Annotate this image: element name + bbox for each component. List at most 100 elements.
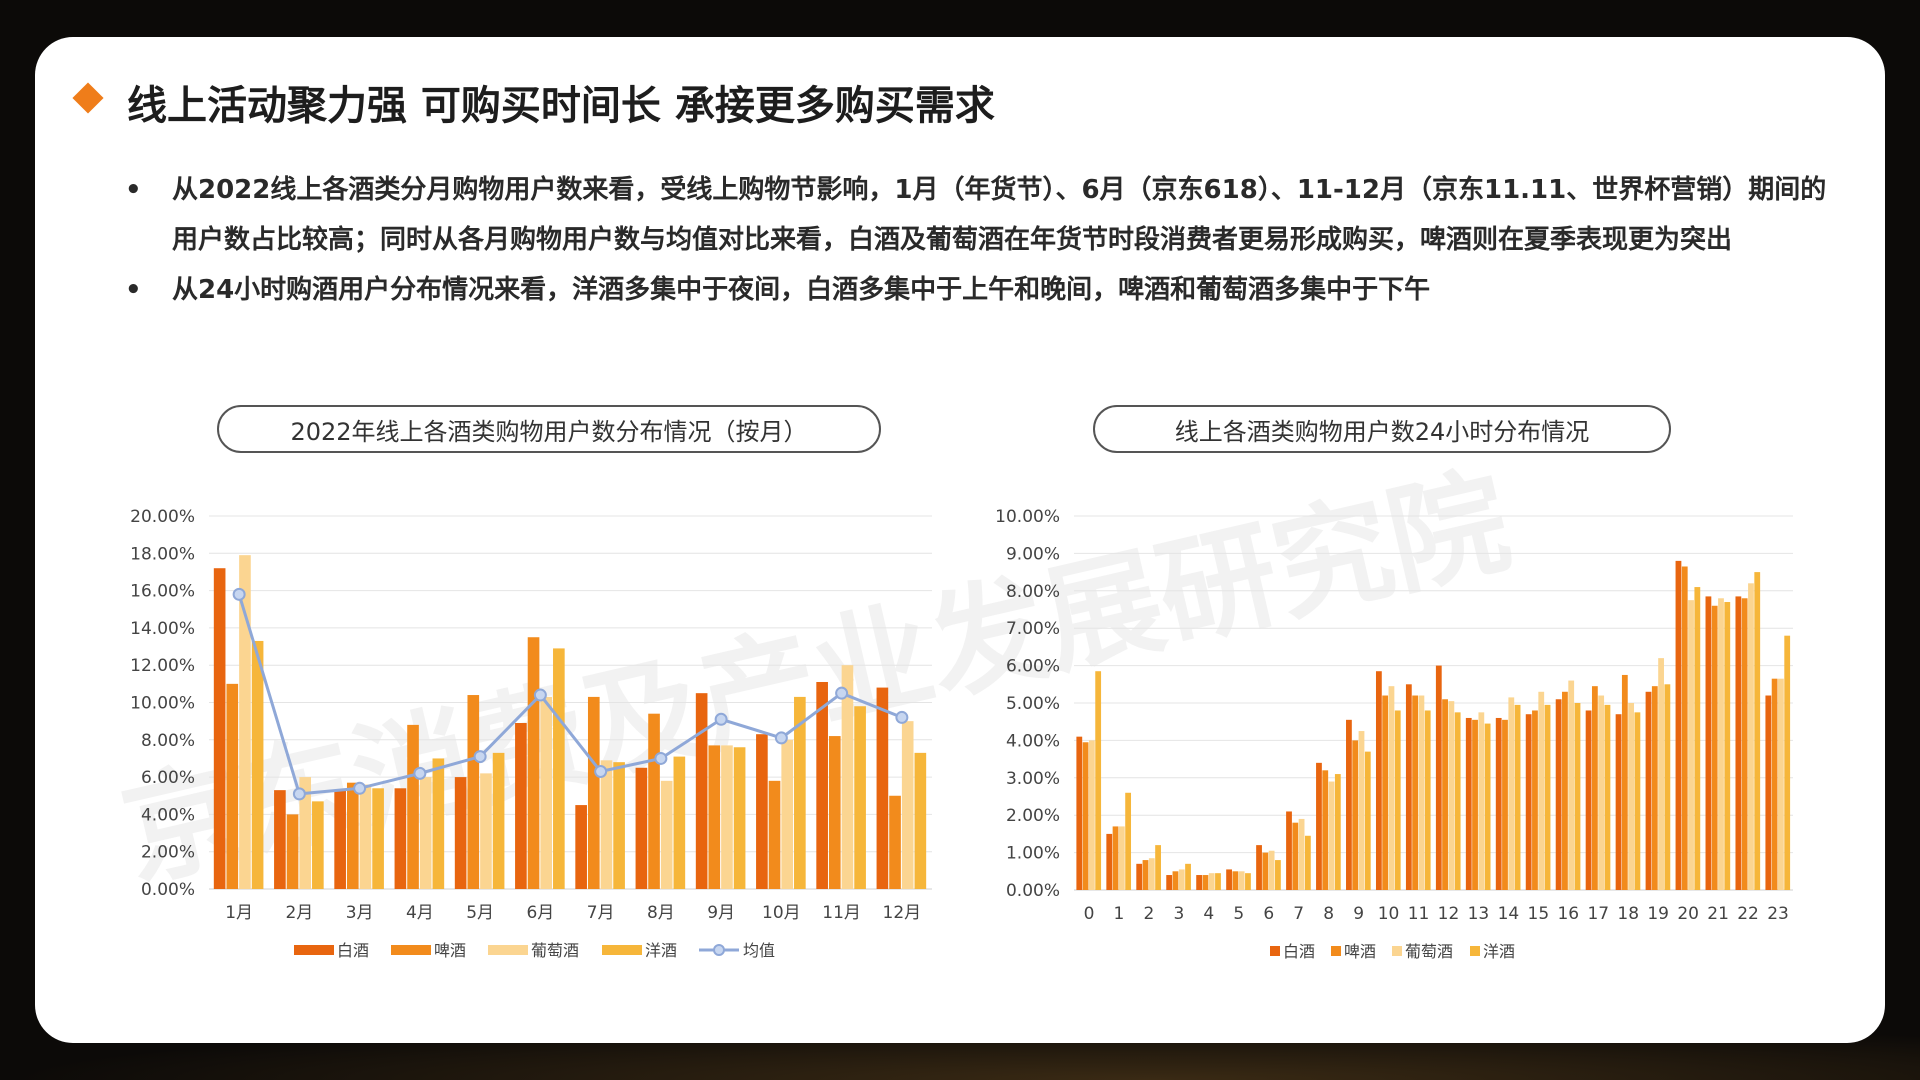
bar-白酒 <box>1615 714 1622 890</box>
bar-白酒 <box>1076 736 1083 890</box>
bar-啤酒 <box>1741 598 1748 890</box>
average-point <box>473 750 487 764</box>
y-tick-label: 1.00% <box>1006 844 1060 864</box>
bar-白酒 <box>1435 665 1442 890</box>
y-tick-label: 2.00% <box>141 843 195 863</box>
bar-葡萄酒 <box>540 696 553 889</box>
bar-白酒 <box>1675 560 1682 890</box>
bullet-dot-icon: • <box>125 175 142 205</box>
bar-葡萄酒 <box>600 760 613 889</box>
bar-啤酒 <box>1082 742 1089 890</box>
x-tick-label: 8 <box>1323 904 1334 924</box>
charts-canvas: 京东消费及产业发展研究院 0.00%2.00%4.00%6.00%8.00%10… <box>110 451 1793 961</box>
x-tick-label: 1月 <box>225 903 253 923</box>
y-tick-label: 0.00% <box>141 880 195 900</box>
bar-啤酒 <box>1651 686 1658 890</box>
bar-洋酒 <box>613 762 625 889</box>
chart-1 <box>1074 515 1793 956</box>
x-tick-label: 20 <box>1677 904 1699 924</box>
average-point <box>835 686 849 700</box>
legend-label: 白酒 <box>337 941 369 960</box>
bar-白酒 <box>756 734 768 889</box>
bar-洋酒 <box>1454 712 1461 890</box>
bar-葡萄酒 <box>1178 869 1185 890</box>
bar-葡萄酒 <box>1718 598 1724 890</box>
bar-葡萄酒 <box>1778 678 1784 890</box>
bar-白酒 <box>876 687 889 889</box>
y-tick-label: 4.00% <box>1006 731 1060 751</box>
x-tick-label: 21 <box>1707 904 1729 924</box>
x-tick-label: 3月 <box>346 903 374 923</box>
x-tick-label: 12 <box>1438 904 1460 924</box>
y-tick-label: 10.00% <box>995 507 1060 527</box>
bullet-list: • 从2022线上各酒类分月购物用户数来看，受线上购物节影响，1月（年货节）、6… <box>125 165 1845 315</box>
bar-啤酒 <box>1472 719 1478 890</box>
bar-葡萄酒 <box>1658 658 1664 890</box>
bar-洋酒 <box>854 706 866 889</box>
bar-葡萄酒 <box>1598 695 1605 890</box>
y-tick-label: 6.00% <box>1006 657 1060 677</box>
x-tick-label: 10月 <box>762 903 801 923</box>
legend-swatch <box>294 945 334 955</box>
bar-洋酒 <box>1334 774 1341 890</box>
bar-白酒 <box>1465 717 1472 890</box>
bar-葡萄酒 <box>721 745 733 889</box>
x-tick-label: 17 <box>1587 904 1609 924</box>
x-tick-label: 10 <box>1378 904 1400 924</box>
bar-啤酒 <box>1771 678 1778 890</box>
bar-啤酒 <box>286 814 299 889</box>
bar-白酒 <box>1525 714 1532 890</box>
bullet-text: 从2022线上各酒类分月购物用户数来看，受线上购物节影响，1月（年货节）、6月（… <box>172 175 1827 255</box>
bar-啤酒 <box>467 695 480 889</box>
legend-swatch <box>391 945 431 955</box>
chart-title-monthly: 2022年线上各酒类购物用户数分布情况（按月） <box>217 405 881 453</box>
x-tick-label: 7月 <box>587 903 615 923</box>
bar-洋酒 <box>1694 587 1701 890</box>
legend-label: 白酒 <box>1283 942 1315 961</box>
bar-洋酒 <box>1364 751 1371 890</box>
bar-洋酒 <box>372 788 384 889</box>
bar-啤酒 <box>1681 566 1688 890</box>
bar-洋酒 <box>1574 703 1581 890</box>
bar-葡萄酒 <box>480 773 492 889</box>
bar-啤酒 <box>1562 691 1568 890</box>
bar-葡萄酒 <box>781 739 794 889</box>
bullet-item: • 从24小时购酒用户分布情况来看，洋酒多集中于夜间，白酒多集中于上午和晚间，啤… <box>125 265 1845 315</box>
bar-洋酒 <box>1724 602 1731 890</box>
bar-葡萄酒 <box>1118 826 1125 890</box>
x-tick-label: 6月 <box>526 903 554 923</box>
y-tick-label: 7.00% <box>1006 619 1060 639</box>
bar-白酒 <box>1765 695 1772 890</box>
bar-葡萄酒 <box>299 777 312 889</box>
bar-白酒 <box>1316 762 1322 890</box>
x-tick-label: 9月 <box>707 903 735 923</box>
bar-白酒 <box>454 777 467 889</box>
bar-白酒 <box>1346 719 1352 890</box>
x-tick-label: 11 <box>1408 904 1430 924</box>
bar-葡萄酒 <box>1448 701 1455 890</box>
bar-白酒 <box>1196 875 1203 890</box>
bar-啤酒 <box>828 736 841 889</box>
legend-swatch <box>1470 946 1480 956</box>
legend-swatch-point <box>713 944 725 956</box>
bar-啤酒 <box>889 795 901 889</box>
bar-白酒 <box>274 790 286 889</box>
y-tick-label: 16.00% <box>130 582 195 602</box>
bar-葡萄酒 <box>1088 740 1095 890</box>
bar-洋酒 <box>1245 873 1251 890</box>
bar-啤酒 <box>407 724 419 889</box>
bar-葡萄酒 <box>1688 600 1694 890</box>
bar-白酒 <box>1106 833 1113 890</box>
bullet-dot-icon: • <box>125 275 142 305</box>
bar-白酒 <box>1166 875 1173 890</box>
x-tick-label: 14 <box>1498 904 1520 924</box>
x-tick-label: 3 <box>1173 904 1184 924</box>
chart-title-hourly: 线上各酒类购物用户数24小时分布情况 <box>1093 405 1671 453</box>
x-tick-label: 2 <box>1143 904 1154 924</box>
bar-白酒 <box>816 681 828 889</box>
bar-白酒 <box>575 805 587 889</box>
bar-啤酒 <box>1322 770 1329 890</box>
bar-白酒 <box>515 723 527 889</box>
legend-swatch <box>1270 946 1280 956</box>
bar-白酒 <box>1405 684 1412 890</box>
